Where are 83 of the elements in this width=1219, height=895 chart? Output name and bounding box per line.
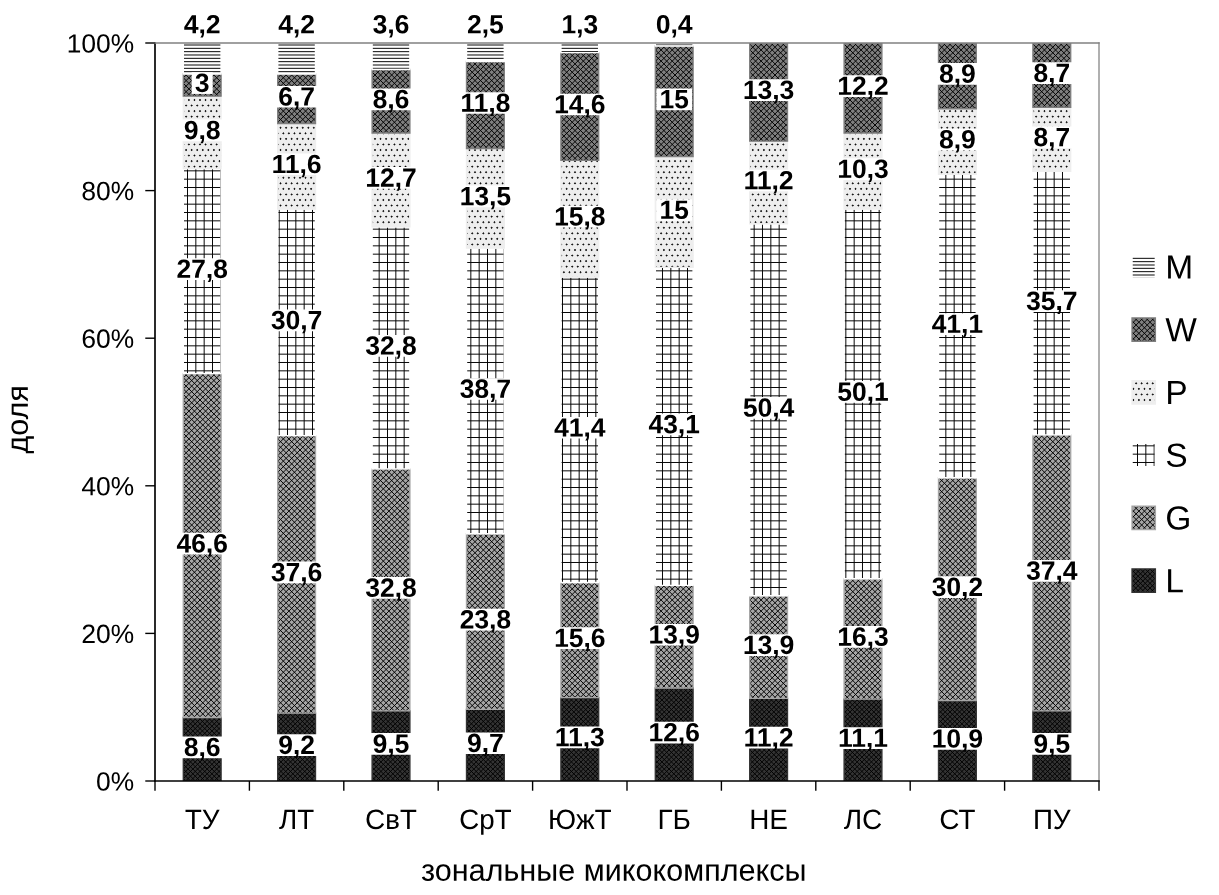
x-tick-label: ЮжТ — [550, 809, 611, 830]
y-tick-label: 20% — [82, 624, 134, 644]
bar — [371, 43, 411, 71]
data-label: 9,5 — [1034, 734, 1070, 757]
data-label: 3 — [195, 73, 209, 93]
data-label: 8,9 — [939, 64, 975, 87]
data-label: 15,6 — [555, 628, 605, 651]
data-label: 11,1 — [839, 728, 888, 751]
y-tick-label: 0% — [97, 772, 134, 791]
bar — [465, 43, 505, 63]
y-tick-label: 60% — [82, 329, 134, 349]
data-label: 11,6 — [273, 154, 321, 178]
data-label: 16,3 — [838, 627, 888, 650]
data-label: 11,2 — [745, 728, 793, 751]
x-tick-label: ПУ — [1035, 809, 1071, 830]
data-label: 8,6 — [373, 89, 409, 113]
data-label: 9,2 — [279, 735, 314, 758]
data-label: 13,5 — [461, 186, 511, 210]
data-label: 46,6 — [176, 533, 227, 557]
data-label: 50,1 — [838, 382, 888, 405]
data-label: 30,2 — [932, 577, 983, 601]
data-label: 6,7 — [279, 87, 314, 110]
data-label: 9,5 — [373, 734, 409, 757]
data-label: 50,4 — [743, 398, 795, 421]
x-tick-label: СвТ — [366, 809, 417, 830]
data-label: 3,6 — [373, 14, 409, 38]
data-label: 15,8 — [555, 207, 605, 230]
data-label: 23,8 — [460, 609, 511, 633]
data-label: 38,7 — [460, 379, 510, 402]
data-label: 32,8 — [365, 336, 416, 359]
data-label: 32,8 — [365, 578, 416, 601]
legend-label: G — [1167, 506, 1189, 530]
x-tick-label: СТ — [940, 809, 975, 830]
data-label: 12,7 — [366, 168, 416, 191]
legend-label: P — [1168, 381, 1186, 405]
x-tick-label: ЛС — [844, 809, 882, 830]
data-label: 11,8 — [462, 93, 510, 116]
x-tick-label: ТУ — [185, 809, 220, 830]
y-tick-label: 40% — [81, 476, 134, 496]
data-label: 13,9 — [744, 635, 794, 658]
data-label: 41,1 — [932, 314, 983, 337]
data-label: 35,7 — [1026, 291, 1077, 315]
x-tick-label: ЛТ — [279, 809, 314, 830]
data-label: 4,2 — [184, 14, 220, 38]
data-label: 8,6 — [184, 737, 220, 761]
bar — [277, 43, 317, 75]
data-label: 1,3 — [563, 14, 598, 38]
data-label: 2,5 — [467, 14, 504, 38]
data-label: 11,3 — [556, 727, 604, 751]
data-label: 13,9 — [650, 625, 699, 648]
data-label: 10,3 — [838, 159, 888, 182]
x-tick-label: СрТ — [460, 809, 511, 835]
data-label: 9,7 — [467, 733, 503, 757]
data-label: 41,4 — [554, 418, 606, 441]
x-tick-label: ГБ — [659, 809, 690, 829]
data-label: 37,4 — [1026, 561, 1078, 584]
data-label: 14,6 — [555, 94, 605, 118]
data-label: 43,1 — [648, 414, 700, 438]
data-label: 4,2 — [278, 14, 314, 38]
data-label: 12,6 — [650, 722, 699, 746]
data-label: 27,8 — [177, 259, 228, 282]
legend-label: M — [1168, 255, 1191, 279]
data-label: 11,2 — [745, 170, 793, 194]
data-label: 9,8 — [184, 120, 220, 144]
legend-label: W — [1165, 318, 1197, 342]
data-label: 30,7 — [271, 310, 322, 334]
data-label: 12,2 — [838, 76, 888, 99]
y-tick-label: 80% — [82, 181, 134, 201]
y-tick-label: 100% — [68, 34, 134, 53]
legend-label: L — [1168, 569, 1183, 593]
data-label: 15 — [661, 200, 689, 220]
data-label: 37,6 — [271, 562, 322, 586]
y-axis-title: доля — [11, 387, 34, 454]
data-label: 8,9 — [939, 129, 975, 153]
data-label: 13,3 — [744, 80, 794, 103]
data-label: 15 — [661, 89, 689, 109]
data-label: 8,7 — [1034, 63, 1069, 87]
data-label: 0,4 — [656, 14, 693, 38]
x-tick-label: НЕ — [751, 809, 787, 829]
data-label: 10,9 — [933, 729, 983, 752]
data-label: 8,7 — [1034, 127, 1069, 151]
x-axis-title: зональные микокомплексы — [421, 864, 805, 881]
legend-label: S — [1166, 443, 1187, 468]
